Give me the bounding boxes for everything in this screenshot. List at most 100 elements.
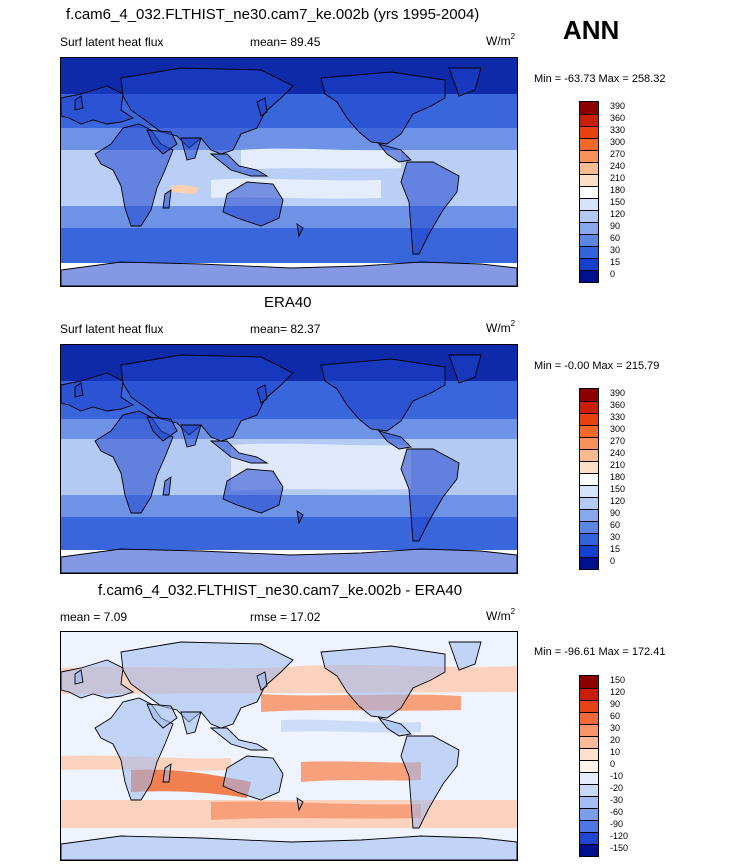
colorbar-swatch bbox=[580, 413, 598, 425]
colorbar-tick-label: 180 bbox=[610, 185, 626, 195]
colorbar-tick-label: 90 bbox=[610, 221, 621, 231]
coastline-australia bbox=[222, 181, 284, 227]
colorbar-swatch bbox=[580, 533, 598, 545]
colorbar-swatch bbox=[580, 389, 598, 401]
colorbar-swatch bbox=[580, 198, 598, 210]
colorbar-tick-label: 240 bbox=[610, 448, 626, 458]
colorbar-tick-label: 0 bbox=[610, 269, 616, 279]
colorbar-swatch bbox=[580, 724, 598, 736]
panel2-colorbar bbox=[579, 388, 599, 570]
coastline-uk bbox=[74, 669, 84, 685]
coastline-greenland bbox=[448, 354, 482, 384]
coastline-europe bbox=[61, 372, 135, 412]
map-field-band bbox=[301, 761, 421, 782]
colorbar-tick-label: 120 bbox=[610, 496, 626, 506]
colorbar-tick-label: 270 bbox=[610, 149, 626, 159]
colorbar-tick-label: 120 bbox=[610, 209, 626, 219]
map-field-band bbox=[171, 185, 199, 194]
colorbar-tick-label: 0 bbox=[610, 556, 616, 566]
colorbar-swatch bbox=[580, 545, 598, 557]
colorbar-swatch bbox=[580, 102, 598, 114]
colorbar-swatch bbox=[580, 688, 598, 700]
colorbar-tick-label: -30 bbox=[610, 795, 624, 805]
coastline-uk bbox=[74, 95, 84, 111]
colorbar-swatch bbox=[580, 126, 598, 138]
coastline-samerica bbox=[400, 161, 460, 255]
colorbar-tick-label: -150 bbox=[610, 843, 629, 853]
coastline-madagascar bbox=[162, 763, 172, 783]
coastline-japan bbox=[256, 384, 268, 404]
colorbar-swatch bbox=[580, 222, 598, 234]
colorbar-swatch bbox=[580, 521, 598, 533]
colorbar-tick-label: -10 bbox=[610, 771, 624, 781]
panel3-map bbox=[60, 631, 518, 861]
colorbar-tick-label: 20 bbox=[610, 735, 621, 745]
colorbar-tick-label: -120 bbox=[610, 831, 629, 841]
map-field-band bbox=[61, 228, 517, 263]
colorbar-tick-label: 390 bbox=[610, 388, 626, 398]
coastline-japan bbox=[256, 671, 268, 691]
panel1-mean-label: mean= 89.45 bbox=[250, 35, 321, 49]
colorbar-swatch bbox=[580, 234, 598, 246]
colorbar-swatch bbox=[580, 138, 598, 150]
coastline-nz bbox=[296, 223, 304, 238]
colorbar-tick-label: 15 bbox=[610, 257, 621, 267]
panel2-minmax: Min = -0.00 Max = 215.79 bbox=[534, 360, 660, 372]
colorbar-swatch bbox=[580, 162, 598, 174]
map-canvas bbox=[61, 58, 517, 286]
colorbar-swatch bbox=[580, 270, 598, 282]
colorbar-tick-label: 270 bbox=[610, 436, 626, 446]
colorbar-tick-label: 30 bbox=[610, 532, 621, 542]
colorbar-tick-label: 150 bbox=[610, 197, 626, 207]
panel1-variable-label: Surf latent heat flux bbox=[60, 35, 164, 49]
colorbar-tick-label: 30 bbox=[610, 245, 621, 255]
colorbar-tick-label: 210 bbox=[610, 173, 626, 183]
colorbar-swatch bbox=[580, 832, 598, 844]
coastline-madagascar bbox=[162, 189, 172, 209]
colorbar-swatch bbox=[580, 449, 598, 461]
coastline-seasia bbox=[209, 727, 269, 751]
colorbar-tick-label: 240 bbox=[610, 161, 626, 171]
colorbar-tick-label: 390 bbox=[610, 101, 626, 111]
map-field-band bbox=[241, 148, 401, 170]
colorbar-tick-label: -60 bbox=[610, 807, 624, 817]
panel1-title: f.cam6_4_032.FLTHIST_ne30.cam7_ke.002b (… bbox=[66, 6, 480, 23]
colorbar-tick-label: 360 bbox=[610, 400, 626, 410]
colorbar-swatch bbox=[580, 784, 598, 796]
colorbar-tick-label: 60 bbox=[610, 711, 621, 721]
colorbar-swatch bbox=[580, 808, 598, 820]
colorbar-swatch bbox=[580, 796, 598, 808]
colorbar-swatch bbox=[580, 844, 598, 856]
panel3-minmax: Min = -96.61 Max = 172.41 bbox=[534, 646, 666, 658]
colorbar-tick-label: 0 bbox=[610, 759, 616, 769]
colorbar-swatch bbox=[580, 186, 598, 198]
colorbar-swatch bbox=[580, 473, 598, 485]
colorbar-swatch bbox=[580, 437, 598, 449]
colorbar-swatch bbox=[580, 150, 598, 162]
coastline-samerica bbox=[400, 448, 460, 542]
colorbar-tick-label: 210 bbox=[610, 460, 626, 470]
colorbar-tick-label: -20 bbox=[610, 783, 624, 793]
coastline-japan bbox=[256, 97, 268, 117]
coastline-seasia bbox=[209, 153, 269, 177]
panel2-title: ERA40 bbox=[264, 294, 312, 311]
colorbar-tick-label: 60 bbox=[610, 520, 621, 530]
coastline-arabia bbox=[146, 129, 178, 155]
map-field-band bbox=[211, 801, 421, 820]
panel2-map bbox=[60, 344, 518, 574]
colorbar-swatch bbox=[580, 401, 598, 413]
colorbar-tick-label: 330 bbox=[610, 412, 626, 422]
panel2-variable-label: Surf latent heat flux bbox=[60, 322, 164, 336]
coastline-greenland bbox=[448, 641, 482, 671]
coastline-africa bbox=[94, 123, 174, 227]
colorbar-tick-label: 180 bbox=[610, 472, 626, 482]
colorbar-swatch bbox=[580, 676, 598, 688]
colorbar-tick-label: 150 bbox=[610, 675, 626, 685]
panel2-mean-label: mean= 82.37 bbox=[250, 322, 321, 336]
coastline-nz bbox=[296, 510, 304, 525]
map-field-band bbox=[61, 419, 517, 439]
colorbar-tick-label: 10 bbox=[610, 747, 621, 757]
coastline-greenland bbox=[448, 67, 482, 97]
map-field-band bbox=[61, 495, 517, 517]
coastline-arabia bbox=[146, 703, 178, 729]
